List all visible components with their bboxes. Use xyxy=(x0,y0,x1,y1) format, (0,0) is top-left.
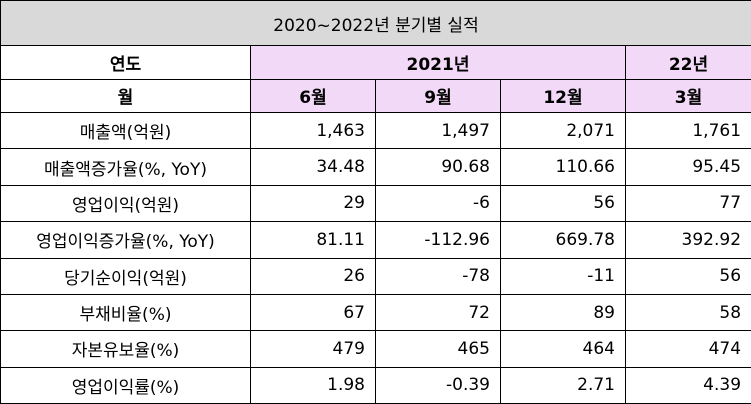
table-title: 2020~2022년 분기별 실적 xyxy=(0,0,751,47)
value-cell: 1.98 xyxy=(250,366,376,404)
year-22-header: 22년 xyxy=(624,45,751,80)
table-row: 영업이익(억원) 29 -6 56 77 xyxy=(0,184,751,223)
value-cell: 56 xyxy=(624,257,751,295)
value-cell: -112.96 xyxy=(375,221,501,259)
value-cell: 479 xyxy=(250,330,376,368)
row-label: 영업이익증가율(%, YoY) xyxy=(0,221,251,259)
value-cell: 1,497 xyxy=(375,112,501,150)
month-header: 9월 xyxy=(375,78,501,114)
value-cell: 77 xyxy=(624,184,751,223)
table-row: 자본유보율(%) 479 465 464 474 xyxy=(0,330,751,368)
value-cell: -78 xyxy=(375,257,501,295)
value-cell: 465 xyxy=(375,330,501,368)
row-label: 영업이익(억원) xyxy=(0,184,251,223)
row-label: 자본유보율(%) xyxy=(0,330,251,368)
value-cell: 26 xyxy=(250,257,376,295)
value-cell: 67 xyxy=(250,293,376,332)
month-header: 12월 xyxy=(500,78,626,114)
row-label: 매출액증가율(%, YoY) xyxy=(0,148,251,186)
table-row: 영업이익률(%) 1.98 -0.39 2.71 4.39 xyxy=(0,366,751,404)
value-cell: 669.78 xyxy=(500,221,626,259)
value-cell: 29 xyxy=(250,184,376,223)
value-cell: 58 xyxy=(624,293,751,332)
row-label: 영업이익률(%) xyxy=(0,366,251,404)
month-header: 3월 xyxy=(624,78,751,114)
value-cell: 95.45 xyxy=(624,148,751,186)
value-cell: -11 xyxy=(500,257,626,295)
value-cell: 1,761 xyxy=(624,112,751,150)
year-2021-header: 2021년 xyxy=(250,45,626,80)
value-cell: 72 xyxy=(375,293,501,332)
value-cell: 56 xyxy=(500,184,626,223)
value-cell: 464 xyxy=(500,330,626,368)
value-cell: 2.71 xyxy=(500,366,626,404)
table-row: 매출액(억원) 1,463 1,497 2,071 1,761 xyxy=(0,112,751,150)
table-row: 당기순이익(억원) 26 -78 -11 56 xyxy=(0,257,751,295)
year-header-row: 연도 2021년 22년 xyxy=(0,45,751,80)
year-label: 연도 xyxy=(0,45,251,80)
row-label: 당기순이익(억원) xyxy=(0,257,251,295)
value-cell: 89 xyxy=(500,293,626,332)
table-row: 영업이익증가율(%, YoY) 81.11 -112.96 669.78 392… xyxy=(0,221,751,259)
row-label: 부채비율(%) xyxy=(0,293,251,332)
value-cell: 392.92 xyxy=(624,221,751,259)
value-cell: 4.39 xyxy=(624,366,751,404)
value-cell: 2,071 xyxy=(500,112,626,150)
value-cell: 90.68 xyxy=(375,148,501,186)
month-label: 월 xyxy=(0,78,251,114)
month-header-row: 월 6월 9월 12월 3월 xyxy=(0,78,751,114)
value-cell: 474 xyxy=(624,330,751,368)
value-cell: -0.39 xyxy=(375,366,501,404)
value-cell: 81.11 xyxy=(250,221,376,259)
table-row: 부채비율(%) 67 72 89 58 xyxy=(0,293,751,332)
value-cell: 110.66 xyxy=(500,148,626,186)
value-cell: 1,463 xyxy=(250,112,376,150)
month-header: 6월 xyxy=(250,78,376,114)
table-row: 매출액증가율(%, YoY) 34.48 90.68 110.66 95.45 xyxy=(0,148,751,186)
row-label: 매출액(억원) xyxy=(0,112,251,150)
value-cell: -6 xyxy=(375,184,501,223)
value-cell: 34.48 xyxy=(250,148,376,186)
